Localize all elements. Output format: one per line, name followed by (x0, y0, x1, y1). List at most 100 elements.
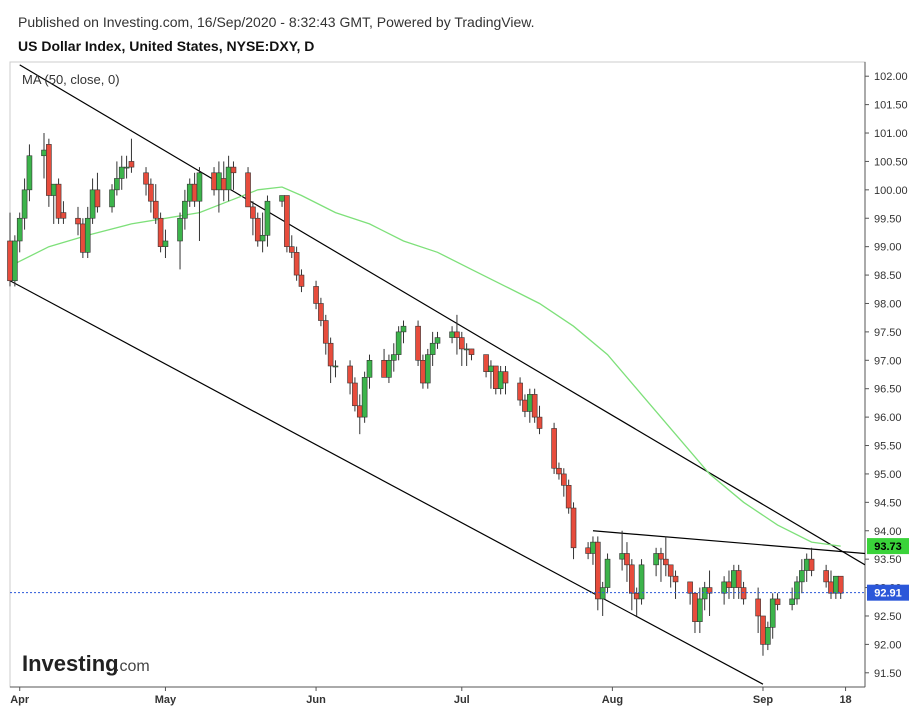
y-tick-label: 94.50 (874, 497, 902, 509)
candle-body (177, 217, 183, 242)
candle-body (41, 149, 47, 157)
candle-body (468, 348, 475, 355)
candle-body (755, 598, 761, 617)
candle (429, 331, 436, 366)
candle (706, 570, 713, 616)
candle (536, 405, 543, 435)
y-tick-label: 97.00 (874, 355, 902, 367)
candle (352, 377, 358, 412)
candle (760, 615, 766, 656)
x-tick-label: Apr (10, 694, 30, 706)
x-tick-label: Aug (602, 694, 623, 706)
candle (109, 184, 115, 213)
candle (585, 542, 591, 560)
x-axis-ticks: Apr May Jun Jul Aug Sep 18 (10, 687, 852, 706)
candle-body (624, 553, 630, 566)
candle (196, 167, 203, 241)
candle (740, 581, 747, 605)
y-tick-label: 100.00 (874, 185, 908, 197)
candle-body (828, 581, 834, 594)
candle (590, 536, 596, 565)
price-tag-box (867, 538, 909, 555)
x-tick-label: 18 (839, 694, 851, 706)
candle (250, 201, 256, 236)
candle-body (429, 342, 436, 355)
candle-body (284, 195, 290, 247)
candle-body (497, 371, 504, 390)
candle (527, 388, 533, 423)
candle (84, 206, 91, 259)
candle-body (313, 286, 319, 304)
candle-body (502, 371, 509, 384)
y-tick-label: 100.50 (874, 156, 908, 168)
candle-body (75, 217, 81, 225)
candle-body (760, 615, 766, 645)
candle (386, 354, 392, 384)
candle (701, 581, 708, 611)
candle-body (619, 553, 625, 560)
candle-body (366, 359, 373, 378)
candle (143, 167, 149, 196)
x-tick-label: May (155, 694, 177, 706)
candle (118, 155, 125, 190)
candle-body (128, 161, 135, 168)
candle-body (424, 354, 431, 384)
published-note: Published on Investing.com, 16/Sep/2020 … (18, 14, 535, 30)
candle-body (352, 382, 358, 407)
candle-body (721, 581, 727, 594)
candle-body (7, 240, 13, 282)
candle (182, 189, 188, 230)
candle (828, 570, 834, 599)
candle (152, 184, 159, 224)
candle-body (692, 592, 698, 622)
candle (799, 559, 805, 594)
candle (191, 172, 198, 207)
candle-body (454, 331, 460, 338)
candle-body (245, 172, 251, 208)
candle-body (162, 240, 169, 247)
price-tags: 93.73 92.91 (867, 538, 909, 601)
candle-body (94, 189, 101, 208)
candle-body (483, 354, 489, 372)
candle-body (347, 365, 353, 384)
candle-body (585, 547, 591, 554)
candle (765, 621, 771, 651)
candle (400, 320, 407, 344)
price-tag-box (867, 584, 909, 601)
candle-body (143, 172, 149, 185)
candle (327, 337, 334, 384)
candle (381, 348, 387, 378)
x-tick-label: Jun (306, 694, 326, 706)
candle-body (663, 558, 669, 566)
candle-body (225, 166, 232, 191)
y-tick-label: 99.50 (874, 213, 902, 225)
candle-body (434, 337, 441, 344)
candle-body (288, 246, 295, 253)
candle (264, 195, 271, 247)
candle (731, 564, 737, 599)
candle (230, 161, 237, 190)
candle (318, 297, 324, 327)
candle-body (114, 178, 120, 191)
candle-body (298, 274, 305, 287)
candle (16, 212, 23, 253)
candle-body (638, 564, 645, 600)
candle (726, 570, 732, 599)
candle (449, 326, 455, 344)
candle (298, 269, 305, 293)
candle-body (629, 564, 635, 594)
candle-body (12, 240, 18, 282)
candle-body (332, 365, 339, 368)
candle (697, 587, 703, 634)
candle-body (55, 183, 62, 219)
candle-body (565, 484, 572, 509)
candle (313, 280, 319, 310)
candle-body (220, 178, 227, 191)
candle (254, 212, 261, 247)
candle (94, 172, 101, 213)
candle-body (488, 365, 494, 372)
y-tick-label: 101.00 (874, 128, 908, 140)
candle (561, 468, 567, 497)
candle-body (186, 183, 193, 202)
